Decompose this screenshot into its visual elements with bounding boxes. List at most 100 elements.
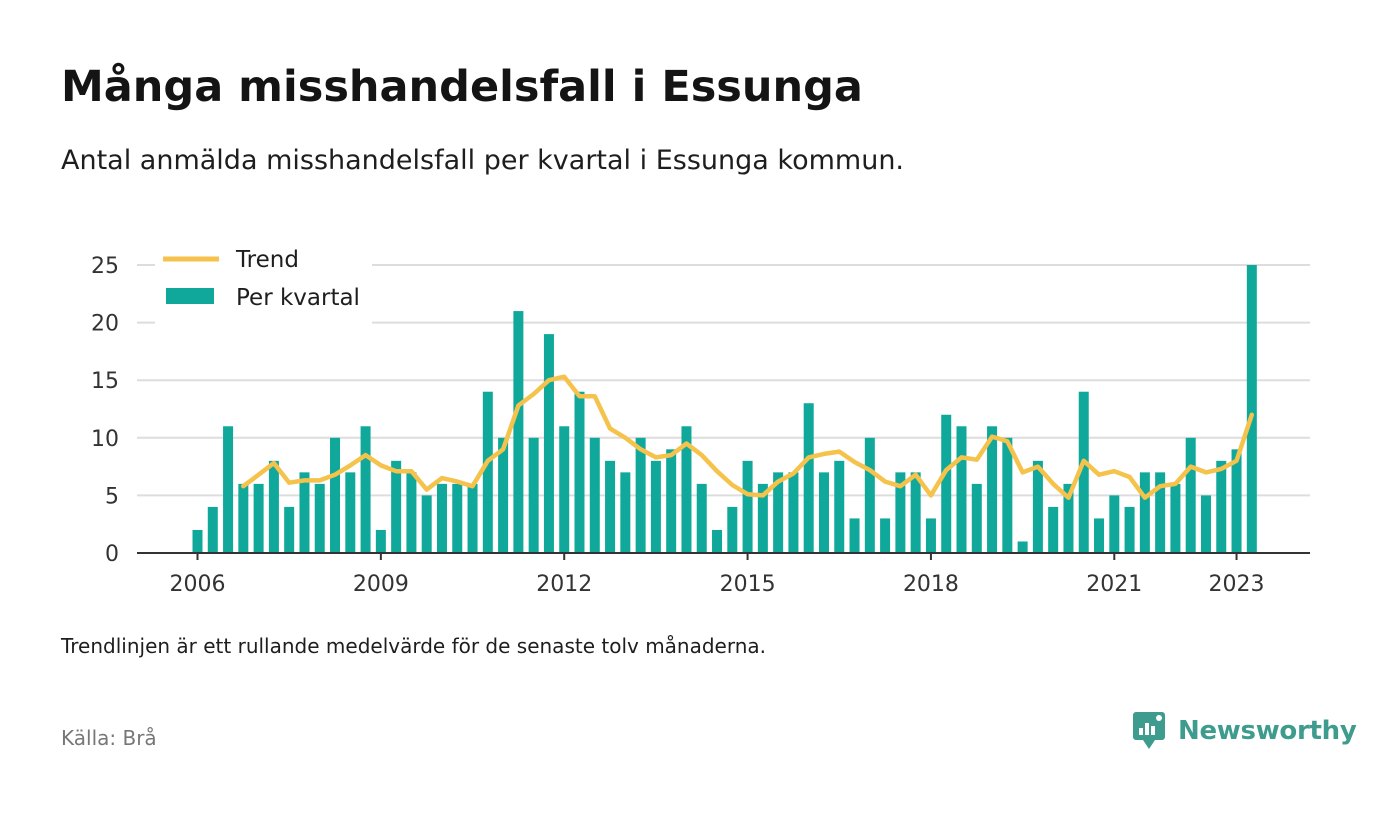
bar [1017,541,1028,553]
y-tick-label: 5 [105,484,119,509]
bar [1124,506,1135,553]
legend-background [155,238,372,324]
bar [391,460,402,553]
bar [1002,437,1013,553]
x-tick-label: 2015 [720,572,776,597]
bar [223,426,234,553]
bar [696,483,707,553]
bar [971,483,982,553]
bar [1078,391,1089,553]
y-tick-label: 10 [91,427,119,452]
bar [1048,506,1059,553]
newsworthy-logo-icon [1133,712,1165,749]
bar [360,426,371,553]
x-axis-ticks: 2006 2009 2012 2015 2018 2021 2023 [170,553,1265,597]
source-label: Källa: Brå [61,726,157,750]
bar [345,472,356,553]
bar [941,414,952,553]
bar [650,460,661,553]
bar [1139,472,1150,553]
bar [452,483,463,553]
bar [788,472,799,553]
bar [773,472,784,553]
x-tick-label: 2021 [1086,572,1142,597]
legend-bar-label: Per kvartal [236,285,360,311]
bar [987,426,998,553]
bar [895,472,906,553]
legend: Trend Per kvartal [155,238,372,324]
bar [727,506,738,553]
bar [436,483,447,553]
trend-series [241,374,1255,500]
bar [1109,495,1120,553]
bar [620,472,631,553]
bar [498,437,509,553]
legend-trend-label: Trend [235,247,299,273]
bar [910,472,921,553]
y-axis-ticks: 0 5 10 15 20 25 [91,254,119,567]
bar [543,334,554,553]
bar-series [192,265,1257,553]
y-tick-label: 0 [105,542,119,567]
bar [956,426,967,553]
x-tick-label: 2012 [536,572,592,597]
bar [925,518,936,553]
bar [1032,460,1043,553]
bar [712,529,723,553]
bar [666,449,677,553]
bar [1231,449,1242,553]
trend-note: Trendlinjen är ett rullande medelvärde f… [61,634,767,658]
bar [467,483,478,553]
bar [864,437,875,553]
legend-bar-swatch [166,288,214,304]
bar [1155,472,1166,553]
chart-subtitle: Antal anmälda misshandelsfall per kvarta… [61,145,905,176]
x-tick-label: 2023 [1209,572,1265,597]
bar [589,437,600,553]
bar [284,506,295,553]
bar [742,460,753,553]
y-tick-label: 15 [91,369,119,394]
bar [314,483,325,553]
y-tick-label: 20 [91,312,119,337]
bar [803,403,814,553]
bar [299,472,310,553]
bar [834,460,845,553]
bar [513,311,524,553]
x-tick-label: 2009 [353,572,409,597]
bar [818,472,829,553]
x-tick-label: 2006 [170,572,226,597]
bar [1216,460,1227,553]
bar [406,472,417,553]
bar [1200,495,1211,553]
brand-name: Newsworthy [1178,716,1357,746]
y-tick-label: 25 [91,254,119,279]
bar [1063,483,1074,553]
bar [375,529,386,553]
newsworthy-logo: Newsworthy [1132,711,1357,751]
bar [528,437,539,553]
bar [207,506,218,553]
bar [238,483,249,553]
bar [849,518,860,553]
bar [574,391,585,553]
bar [757,483,768,553]
bar [421,495,432,553]
bar [1170,483,1181,553]
bar [1094,518,1105,553]
bar [1246,265,1257,553]
bar [635,437,646,553]
bar [605,460,616,553]
bar [1185,437,1196,553]
chart-title: Många misshandelsfall i Essunga [61,62,863,112]
bar [192,529,203,553]
bar [559,426,570,553]
bar [681,426,692,553]
bar [330,437,341,553]
bar [268,460,279,553]
bar [880,518,891,553]
trend-line [241,374,1255,500]
bar [482,391,493,553]
bar [253,483,264,553]
